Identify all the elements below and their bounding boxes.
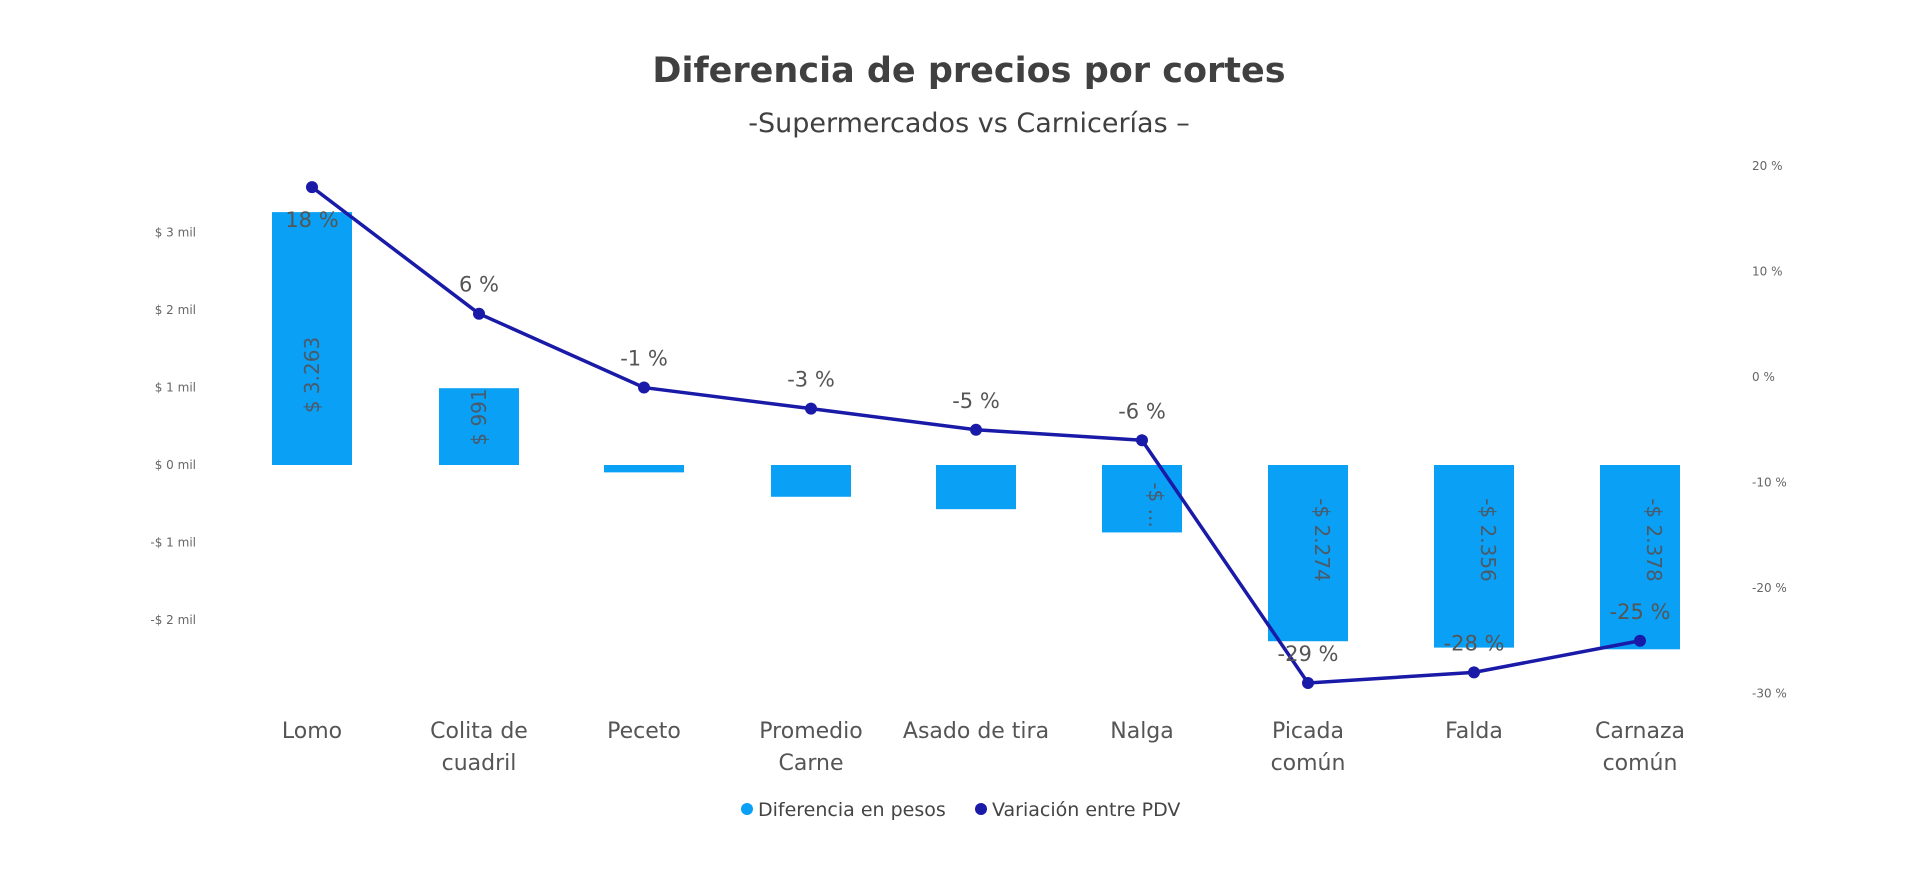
category-label: Colita de cuadril (430, 719, 528, 776)
category-label: Promedio Carne (759, 719, 862, 776)
category-label: Nalga (1110, 719, 1174, 744)
right-tick-label: 20 % (1752, 159, 1783, 173)
line-data-label: 6 % (459, 273, 499, 297)
line-point (638, 381, 650, 394)
line-data-label: -6 % (1118, 399, 1166, 423)
line-point (473, 307, 485, 320)
bar (936, 465, 1016, 510)
line-point (1302, 676, 1314, 689)
line-point (805, 402, 817, 415)
bar-data-label: -$ 2.356 (1476, 498, 1500, 582)
bar-data-label: $ 3.263 (300, 337, 324, 413)
bar (439, 388, 519, 465)
category-label: Carnaza común (1595, 719, 1685, 776)
bar (1434, 465, 1514, 648)
left-tick-label: -$ 2 mil (150, 613, 196, 627)
line-point (1136, 434, 1148, 447)
bar (604, 465, 684, 473)
bar-data-label: -$ 2.378 (1642, 498, 1666, 582)
line-point (1468, 666, 1480, 679)
line-data-label: -1 % (620, 347, 668, 371)
category-label: Lomo (282, 719, 342, 744)
line-data-label: 18 % (285, 208, 338, 232)
bar (771, 465, 851, 497)
bar-data-label: -$ ... (1144, 482, 1168, 527)
category-label: Picada común (1271, 719, 1346, 776)
left-tick-label: $ 0 mil (155, 458, 196, 472)
category-label: Peceto (607, 719, 681, 744)
category-label: Falda (1445, 719, 1503, 744)
line-data-label: -28 % (1444, 631, 1505, 655)
line-point (306, 181, 318, 194)
left-tick-label: $ 2 mil (155, 303, 196, 317)
category-axis: Lomo Colita de cuadril Peceto Promedio Carne A… (282, 719, 1685, 776)
legend-label-bars: Diferencia en pesos (758, 799, 946, 821)
line-point (1634, 634, 1646, 647)
bar (1102, 465, 1182, 533)
chart-subtitle: -Supermercados vs Carnicerías – (748, 108, 1190, 139)
bar-data-label: $ 991 (467, 388, 491, 445)
left-tick-label: -$ 1 mil (150, 536, 196, 550)
right-tick-label: -20 % (1752, 581, 1787, 595)
legend: Diferencia en pesos Variación entre PDV (741, 799, 1180, 821)
bar (1600, 465, 1680, 650)
left-tick-label: $ 1 mil (155, 381, 196, 395)
line-series: 18 % 6 % -1 % -3 % -5 % -6 % -29 % -28 % -25 % (285, 181, 1670, 689)
line-data-label: -25 % (1610, 600, 1671, 624)
left-axis: $ 3 mil $ 2 mil $ 1 mil $ 0 mil -$ 1 mil -$ 2… (150, 226, 196, 628)
right-axis: 20 % 10 % 0 % -10 % -20 % -30 % (1752, 159, 1787, 701)
line-data-label: -3 % (787, 368, 835, 392)
bar (1268, 465, 1348, 642)
right-tick-label: -30 % (1752, 687, 1787, 701)
bar (272, 212, 352, 465)
line-data-label: -5 % (952, 389, 1000, 413)
right-tick-label: -10 % (1752, 476, 1787, 490)
bar-series: $ 3.263 $ 991 -$ ... -$ 2.274 -$ 2.356 -$ 2.3… (272, 212, 1680, 650)
right-tick-label: 10 % (1752, 265, 1783, 279)
line-data-label: -29 % (1278, 642, 1339, 666)
legend-marker-line (975, 803, 987, 815)
category-label: Asado de tira (903, 719, 1049, 744)
left-tick-label: $ 3 mil (155, 226, 196, 240)
legend-label-line: Variación entre PDV (992, 799, 1180, 821)
bar-data-label: -$ 2.274 (1310, 498, 1334, 582)
line-point (970, 423, 982, 436)
chart-title: Diferencia de precios por cortes (652, 51, 1285, 91)
right-tick-label: 0 % (1752, 370, 1775, 384)
legend-marker-bars (741, 803, 753, 815)
